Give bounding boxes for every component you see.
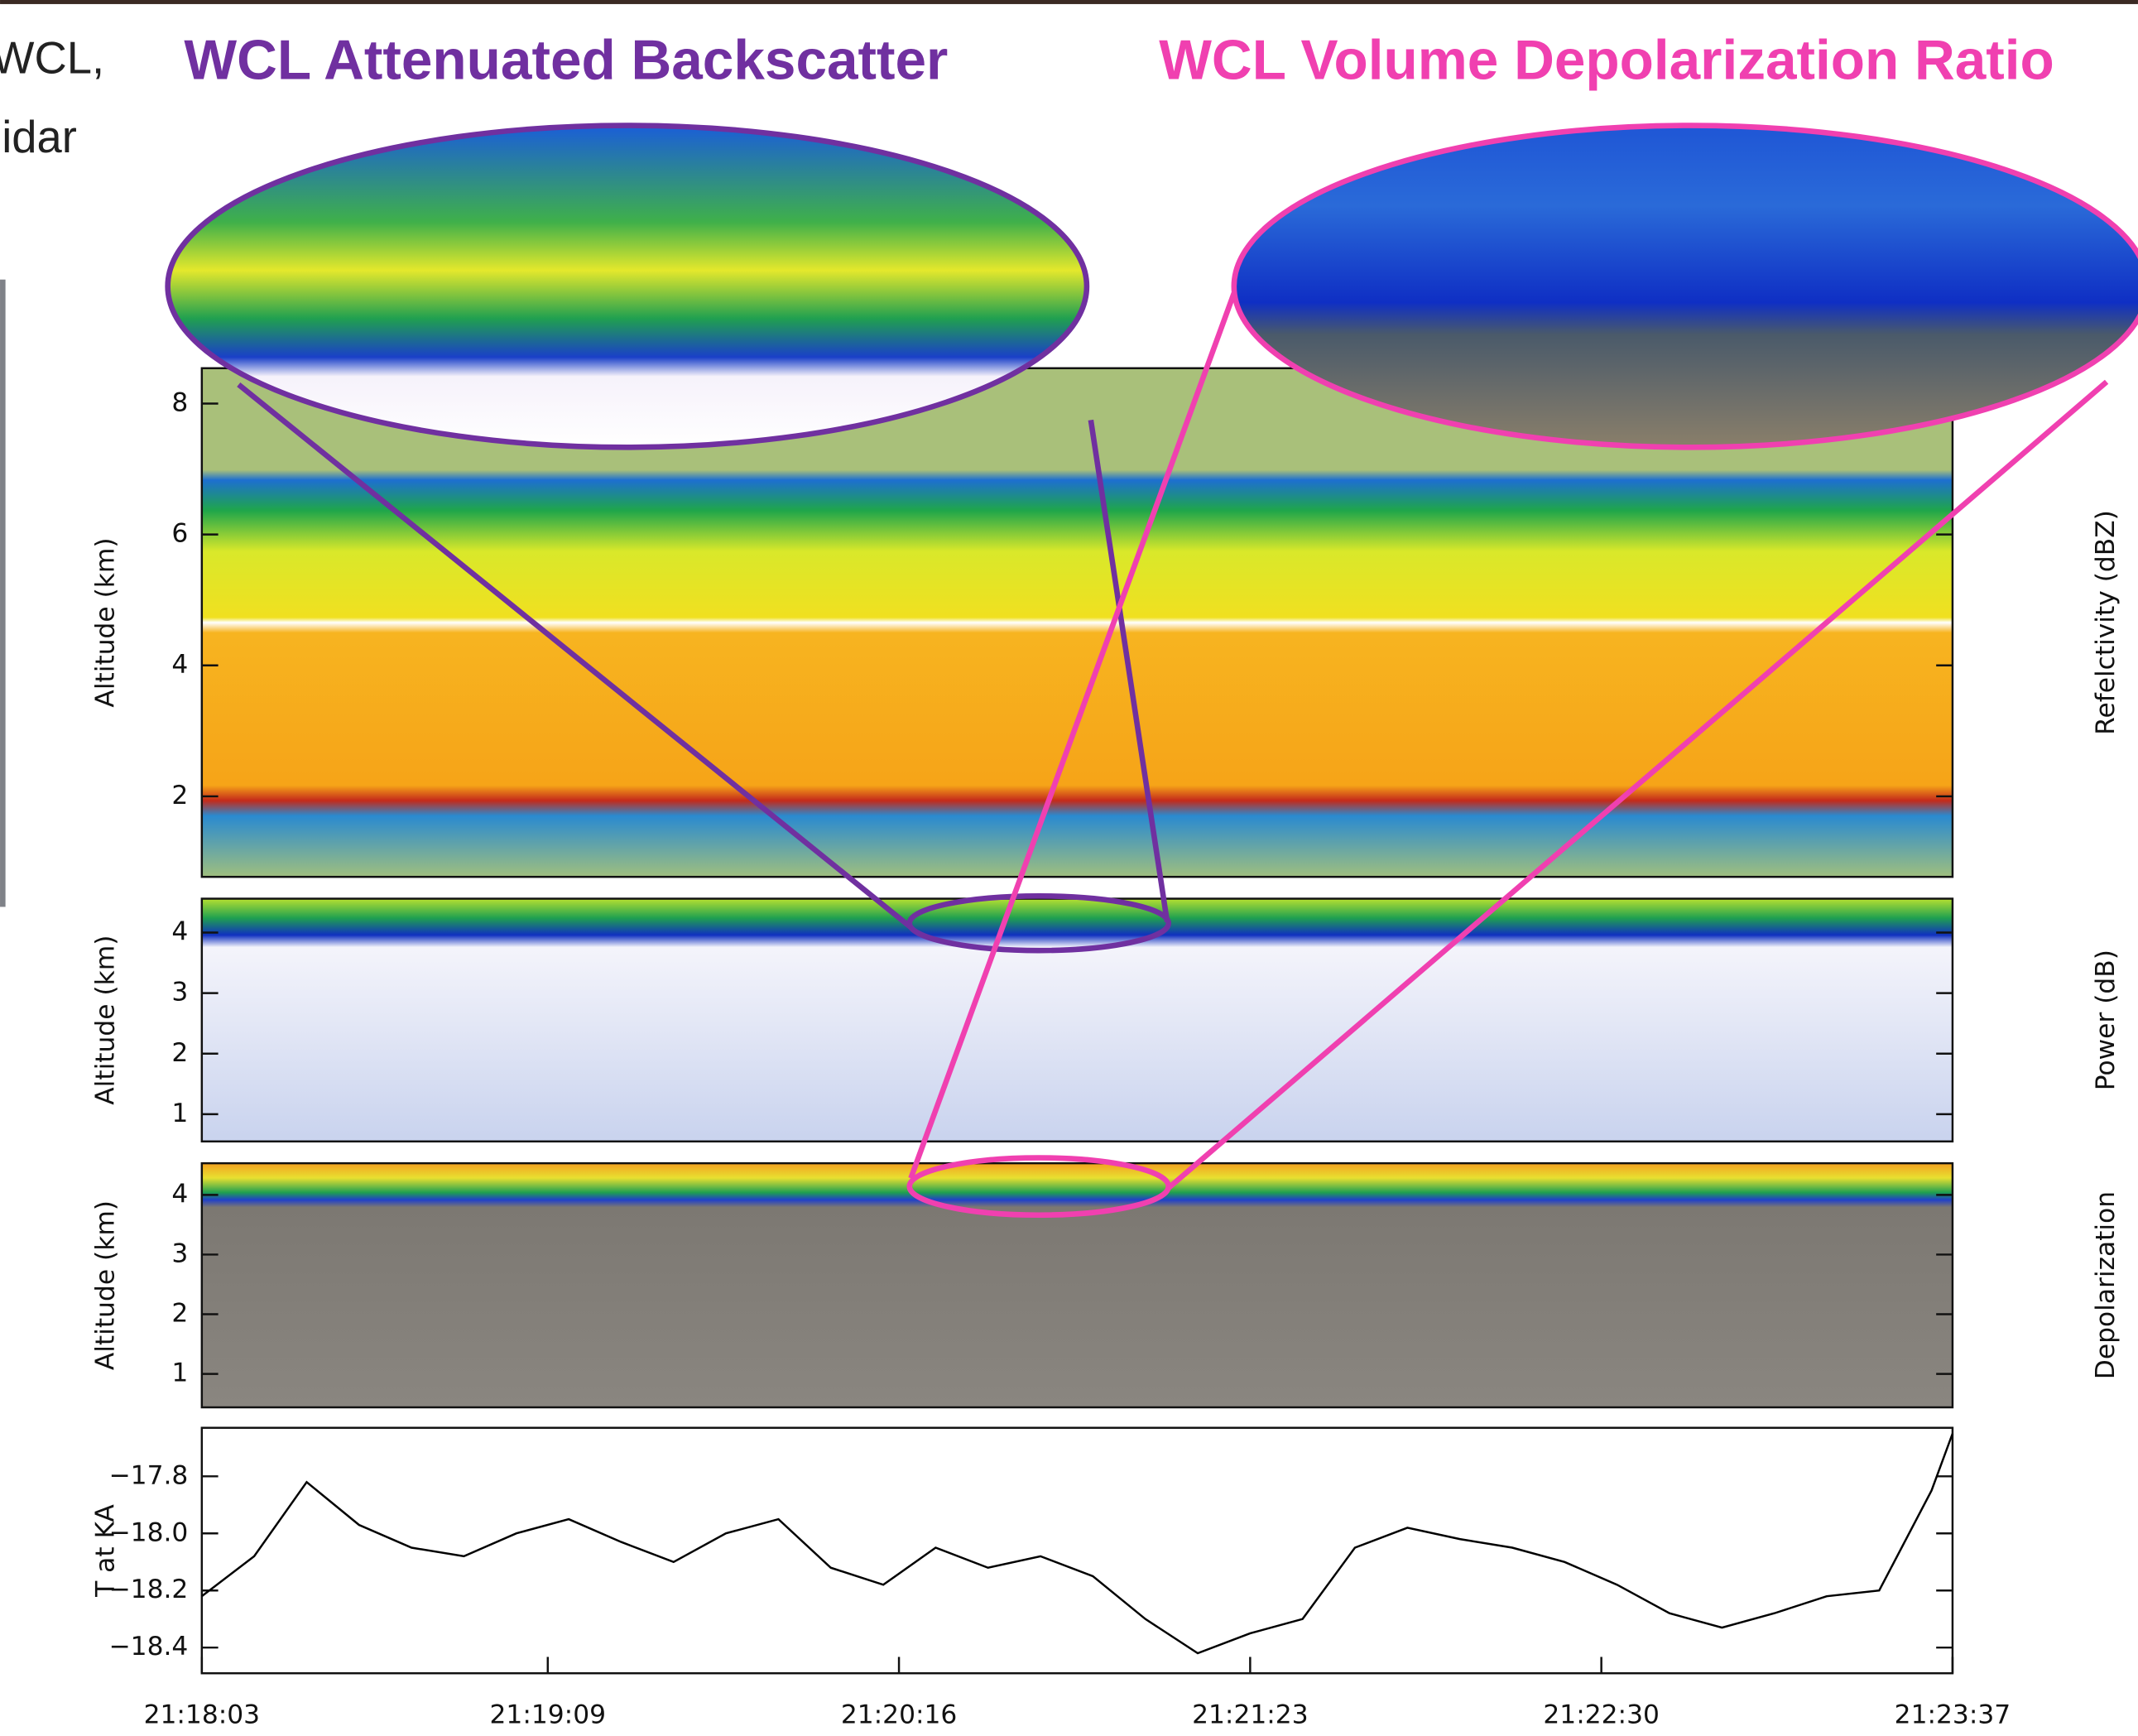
y-tick-label: 3 — [171, 1238, 188, 1268]
y-tick-label: 6 — [171, 519, 188, 549]
y-tick-label: 1 — [171, 1099, 188, 1128]
zoom-ellipse — [168, 126, 1087, 448]
x-tick-label: 21:22:30 — [1543, 1700, 1660, 1729]
right-label: Refelctivity (dBZ) — [2091, 510, 2121, 735]
x-tick-label: 21:18:03 — [144, 1700, 261, 1729]
y-tick-label: 2 — [171, 1299, 188, 1329]
y-tick-label: 2 — [171, 1038, 188, 1068]
y-axis-label: Altitude (km) — [91, 935, 121, 1105]
y-tick-label: −18.4 — [108, 1632, 188, 1661]
x-tick-label: 21:21:23 — [1192, 1700, 1309, 1729]
y-tick-label: 4 — [171, 1179, 188, 1209]
zoom-ellipse — [1234, 126, 2138, 448]
y-tick-label: −18.0 — [108, 1517, 188, 1547]
side-text: lidar — [0, 112, 77, 162]
y-tick-label: 3 — [171, 978, 188, 1007]
x-tick-label: 21:23:37 — [1895, 1700, 2011, 1729]
y-axis-label: Altitude (km) — [91, 537, 121, 707]
heatmap-image — [202, 1163, 1953, 1407]
x-tick-label: 21:20:16 — [841, 1700, 958, 1729]
heatmap-images — [202, 368, 1953, 1407]
side-text: WCL, — [0, 32, 104, 83]
y-tick-label: −18.2 — [108, 1575, 188, 1604]
right-label: Depolarization — [2091, 1191, 2121, 1379]
figure: WCL, lidar WCL Attenuated Backscatter WC… — [0, 0, 2138, 1736]
y-tick-label: 8 — [171, 387, 188, 417]
photo-strip — [0, 280, 6, 907]
y-axis-label: T at KA — [91, 1503, 121, 1597]
y-tick-label: −17.8 — [108, 1460, 188, 1490]
y-tick-label: 4 — [171, 650, 188, 680]
y-tick-label: 1 — [171, 1359, 188, 1388]
y-axis-label: Altitude (km) — [91, 1200, 121, 1370]
right-label: Power (dB) — [2091, 950, 2121, 1090]
y-tick-label: 2 — [171, 781, 188, 810]
top-border — [0, 0, 2138, 4]
x-tick-label: 21:19:09 — [490, 1700, 607, 1729]
callout-title: WCL Attenuated Backscatter — [184, 29, 948, 91]
y-tick-label: 4 — [171, 917, 188, 947]
temperature-line — [202, 1434, 1953, 1653]
plot-frame — [202, 1428, 1953, 1674]
callout-title: WCL Volume Depolarization Ratio — [1159, 29, 2054, 91]
heatmap-image — [202, 899, 1953, 1142]
